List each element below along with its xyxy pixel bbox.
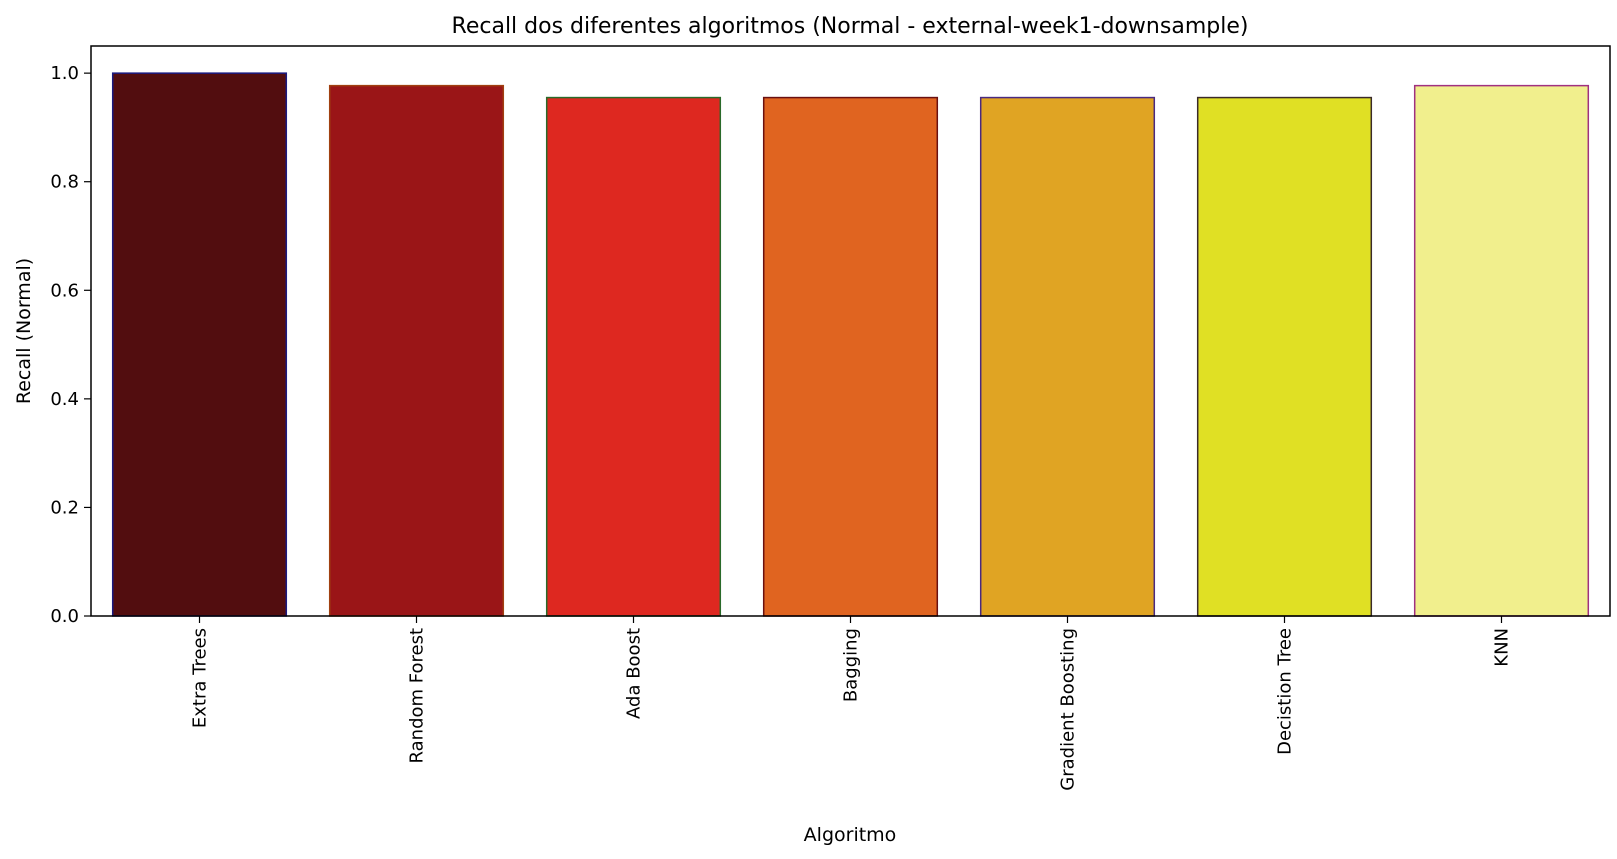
plot-frame [90,45,1611,617]
bar-knn [1413,84,1590,617]
bar-bagging [762,96,939,617]
x-tick-label: KNN [1492,628,1513,667]
x-tick-label: Random Forest [407,628,428,763]
y-tick-label: 1.0 [50,63,79,84]
bar-extra-trees [111,72,288,617]
bar-random-forest [328,84,505,617]
x-tick-label: Extra Trees [190,628,211,728]
y-tick-label: 0.6 [50,280,79,301]
y-tick-label: 0.0 [50,606,79,627]
x-tick-label: Ada Boost [624,628,645,719]
x-tick-label: Bagging [841,628,862,702]
bar-ada-boost [545,96,722,617]
y-tick-label: 0.2 [50,497,79,518]
bar-gradient-boosting [979,96,1156,617]
plot-area [111,72,1590,617]
x-tick-label: Gradient Boosting [1058,628,1079,791]
bar-decistion-tree [1196,96,1373,617]
y-tick-label: 0.8 [50,172,79,193]
x-axis-label: Algoritmo [804,824,897,846]
y-tick-label: 0.4 [50,389,79,410]
x-tick-label: Decistion Tree [1275,628,1296,755]
x-axis: Extra Trees Random Forest Ada Boost Bagging… [190,616,1513,791]
y-axis-label: Recall (Normal) [13,258,35,404]
chart-title: Recall dos diferentes algoritmos (Normal… [452,14,1249,39]
y-axis: 0.0 0.2 0.4 0.6 0.8 1.0 [50,63,91,627]
